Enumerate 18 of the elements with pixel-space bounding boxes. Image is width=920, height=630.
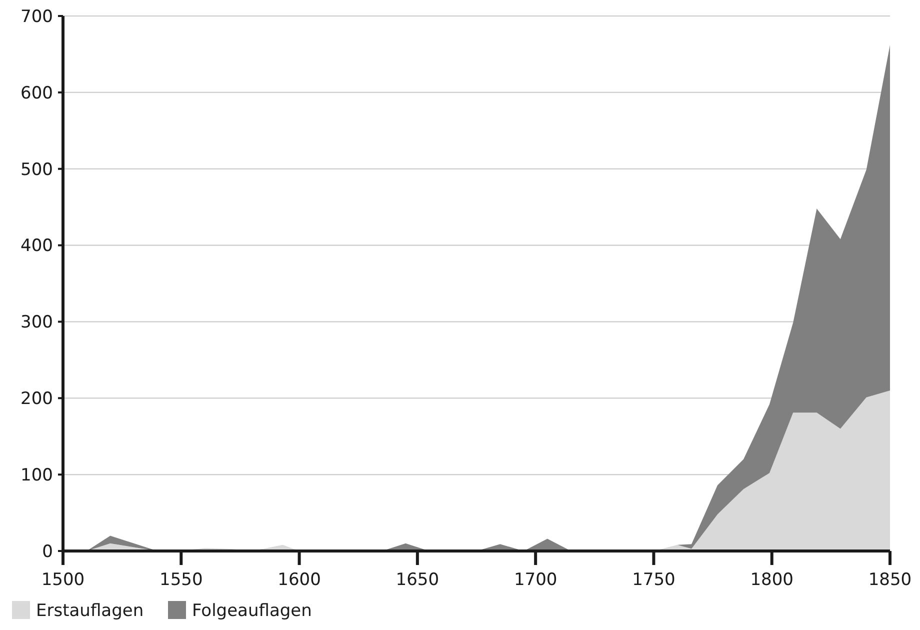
legend-label: Folgeauflagen	[192, 600, 312, 621]
x-tick-label: 1750	[632, 570, 676, 590]
y-tick-label: 200	[20, 389, 53, 410]
x-tick-label: 1650	[396, 570, 440, 590]
x-tick-label: 1600	[278, 570, 321, 590]
x-tick-label: 1550	[160, 570, 203, 590]
y-tick-label: 100	[20, 466, 53, 486]
y-tick-label: 0	[42, 542, 53, 562]
y-tick-label: 300	[20, 312, 53, 333]
x-tick-label: 1850	[868, 570, 912, 590]
y-tick-label: 600	[20, 83, 53, 104]
x-tick-label: 1700	[514, 570, 558, 590]
y-tick-label: 400	[20, 236, 53, 256]
x-tick-label: 1500	[41, 570, 85, 590]
x-tick-label: 1800	[750, 570, 794, 590]
y-tick-label: 500	[20, 160, 53, 180]
legend-label: Erstauflagen	[36, 600, 144, 621]
y-tick-label: 700	[20, 6, 53, 27]
